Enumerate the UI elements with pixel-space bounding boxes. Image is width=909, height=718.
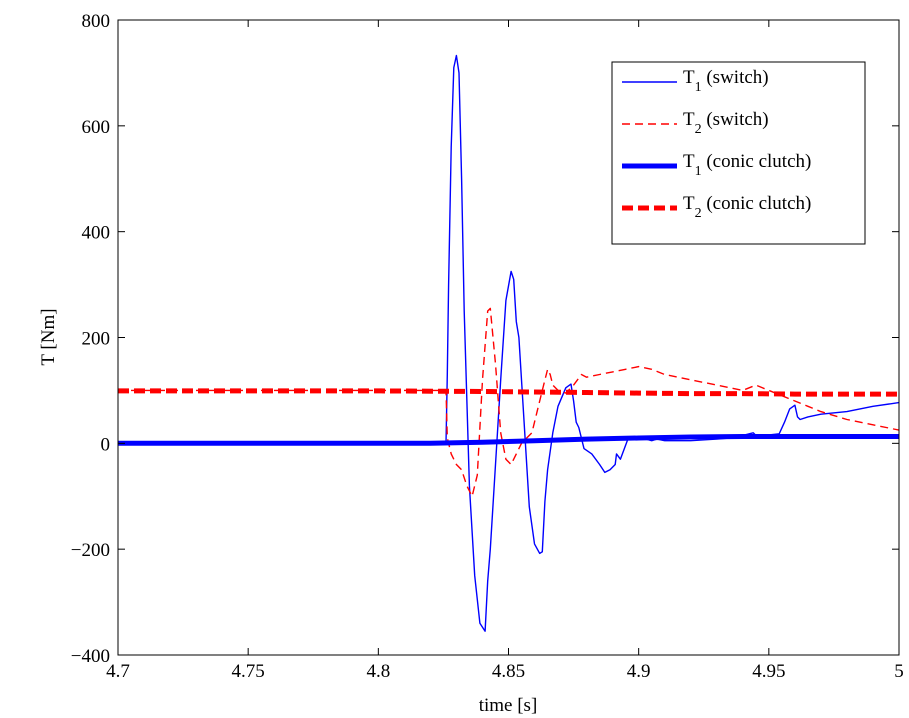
series-layer [118,54,899,632]
series-line-2 [118,434,899,446]
legend-label-0: T1 (switch) [683,67,769,95]
y-tick-label: 200 [82,329,111,350]
x-tick-label: 4.8 [366,661,390,682]
x-tick-label: 4.75 [232,661,265,682]
legend-label-main: T [683,193,695,214]
series-line-1 [118,307,899,497]
legend-label-main: T [683,151,695,172]
x-tick-label: 4.9 [627,661,651,682]
legend-label-main: T [683,67,695,88]
legend-label-2: T1 (conic clutch) [683,151,811,179]
legend-label-1: T2 (switch) [683,109,769,137]
y-tick-label: 600 [82,117,111,138]
y-tick-label: 400 [82,223,111,244]
x-tick-label: 4.85 [492,661,525,682]
y-tick-label: 800 [82,11,111,32]
x-axis-label: time [s] [479,695,538,716]
x-tick-label: 5 [894,661,904,682]
x-tick-label: 4.95 [752,661,785,682]
legend-label-subscript: 2 [695,206,702,221]
y-axis-label: T [Nm] [38,308,59,365]
ticks-layer: 4.7 4.75 4.8 4.85 4.9 4.95 5 −400 −200 0 200 400 600… [71,11,904,682]
legend-label-3: T2 (conic clutch) [683,193,811,221]
x-tick-label: 4.7 [106,661,130,682]
legend-box [611,61,866,245]
legend-label-subscript: 2 [695,122,702,137]
legend-label-subscript: 1 [695,164,702,179]
legend-label-rest: (conic clutch) [702,151,812,172]
legend: T1 (switch)T2 (switch)T1 (conic clutch)T… [611,61,866,245]
legend-label-rest: (conic clutch) [702,193,812,214]
legend-label-rest: (switch) [702,109,769,130]
y-tick-label: 0 [101,434,111,455]
y-tick-label: −400 [71,646,110,667]
series-line-3 [118,388,899,397]
legend-label-subscript: 1 [695,80,702,95]
legend-label-main: T [683,109,695,130]
legend-label-rest: (switch) [702,67,769,88]
y-tick-label: −200 [71,540,110,561]
